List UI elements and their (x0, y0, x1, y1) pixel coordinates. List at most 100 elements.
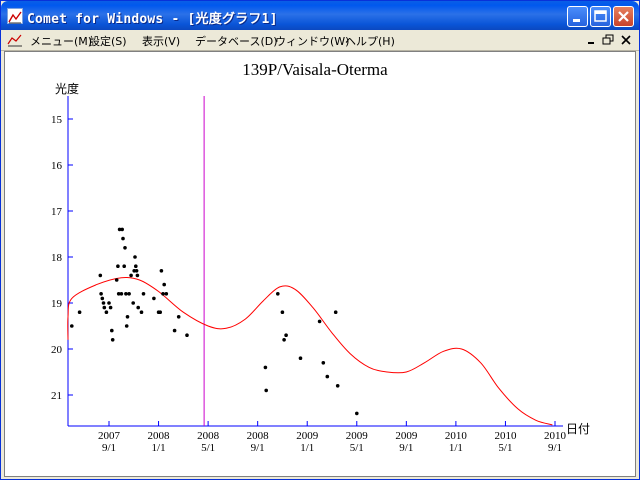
window-title: Comet for Windows - [光度グラフ1] (27, 12, 278, 27)
x-tick-year-label: 2010 (544, 430, 567, 442)
observation-point (124, 324, 129, 328)
close-icon (618, 11, 629, 22)
observation-point (161, 292, 165, 296)
menu-item-window[interactable]: ウィンドウ(W) (275, 35, 350, 48)
mdi-restore-button[interactable] (601, 33, 615, 47)
title-bar[interactable]: Comet for Windows - [光度グラフ1] (1, 1, 639, 30)
observation-point (122, 264, 126, 268)
observation-point (264, 388, 269, 393)
x-tick-date-label: 5/1 (498, 442, 512, 454)
x-tick-date-label: 5/1 (350, 442, 364, 454)
observation-point (100, 296, 105, 301)
observation-point (116, 264, 120, 268)
observation-point (129, 273, 133, 278)
y-axis-label: 光度 (55, 81, 79, 96)
y-tick-label: 16 (51, 160, 63, 172)
observation-point (119, 292, 124, 296)
observation-point (99, 292, 103, 296)
mdi-minimize-button[interactable] (585, 33, 599, 47)
maximize-button[interactable] (590, 6, 611, 27)
observation-point (325, 374, 330, 379)
observation-point (131, 301, 135, 305)
menu-item-menu[interactable]: メニュー(M) (30, 35, 93, 48)
observation-point (77, 310, 82, 315)
x-tick-date-label: 9/1 (548, 442, 562, 454)
observation-point (176, 315, 181, 319)
observation-point (134, 264, 138, 268)
x-tick-year-label: 2008 (148, 430, 171, 442)
observation-point (116, 292, 121, 296)
menu-bar: メニュー(M) 設定(S) 表示(V) データベース(D) ウィンドウ(W) ヘ… (1, 30, 639, 51)
document-chart-icon[interactable] (7, 33, 23, 47)
x-tick-date-label: 1/1 (449, 442, 463, 454)
minimize-icon (588, 42, 594, 44)
observation-point (321, 361, 326, 365)
observation-point (317, 319, 322, 324)
menu-item-help[interactable]: ヘルプ(H) (345, 35, 395, 48)
y-tick-label: 20 (51, 344, 63, 356)
observation-point (110, 328, 114, 333)
observation-point (70, 324, 74, 328)
observation-point (333, 310, 338, 315)
observation-point (123, 246, 127, 250)
x-tick-date-label: 1/1 (300, 442, 314, 454)
y-tick-label: 17 (51, 206, 63, 218)
y-tick-label: 15 (51, 114, 63, 126)
x-tick-year-label: 2010 (494, 430, 517, 442)
x-axis-label: 日付 (566, 422, 590, 436)
observation-point (121, 236, 125, 241)
maximize-icon (594, 10, 607, 22)
x-tick-year-label: 2010 (445, 430, 468, 442)
observation-point (124, 292, 128, 296)
menu-item-database[interactable]: データベース(D) (195, 35, 278, 48)
y-tick-label: 21 (51, 390, 62, 402)
mdi-close-button[interactable] (619, 33, 633, 47)
observation-point (139, 310, 144, 315)
y-tick-label: 19 (51, 298, 63, 310)
x-tick-date-label: 9/1 (399, 442, 413, 454)
chart-area: 139P/Vaisala-Oterma 光度 日付 15 16 17 18 19 20 21… (4, 51, 636, 477)
observation-point (152, 296, 156, 301)
menu-item-settings[interactable]: 設定(S) (89, 35, 127, 48)
x-tick-date-label: 9/1 (251, 442, 265, 454)
observation-point (282, 338, 286, 342)
x-tick-year-label: 2009 (296, 430, 319, 442)
x-tick-date-label: 5/1 (201, 442, 215, 454)
observation-point (135, 273, 140, 278)
observation-point (134, 269, 139, 273)
x-tick-year-label: 2007 (98, 430, 121, 442)
observation-point (158, 310, 162, 315)
observation-point (280, 310, 285, 315)
observation-point (355, 411, 359, 416)
observation-point (117, 227, 122, 232)
minimize-button[interactable] (567, 6, 588, 27)
observation-point (162, 282, 166, 287)
x-tick-year-label: 2009 (395, 430, 418, 442)
y-tick-label: 18 (51, 252, 63, 264)
observation-point (133, 255, 137, 259)
observation-point (104, 310, 109, 315)
observation-point (125, 315, 130, 319)
close-icon (621, 35, 631, 45)
observation-point (136, 305, 140, 310)
observation-point (159, 269, 164, 273)
observation-point (164, 292, 169, 296)
observation-point (185, 333, 189, 338)
observation-point (335, 384, 340, 388)
observation-point (172, 328, 177, 333)
observation-point (101, 301, 106, 305)
observation-point (120, 227, 124, 232)
observation-point (263, 365, 268, 370)
light-curve-chart: 139P/Vaisala-Oterma 光度 日付 15 16 17 18 19 20 21… (51, 60, 590, 454)
x-tick-date-label: 9/1 (102, 442, 116, 454)
restore-icon (602, 34, 614, 45)
close-button[interactable] (613, 6, 634, 27)
observation-point (284, 333, 288, 338)
observation-point (107, 301, 111, 305)
observation-point (102, 305, 107, 310)
minimize-icon (573, 19, 580, 22)
app-chart-icon[interactable] (7, 8, 23, 24)
menu-item-view[interactable]: 表示(V) (142, 35, 181, 48)
predicted-magnitude-curve (67, 276, 553, 426)
